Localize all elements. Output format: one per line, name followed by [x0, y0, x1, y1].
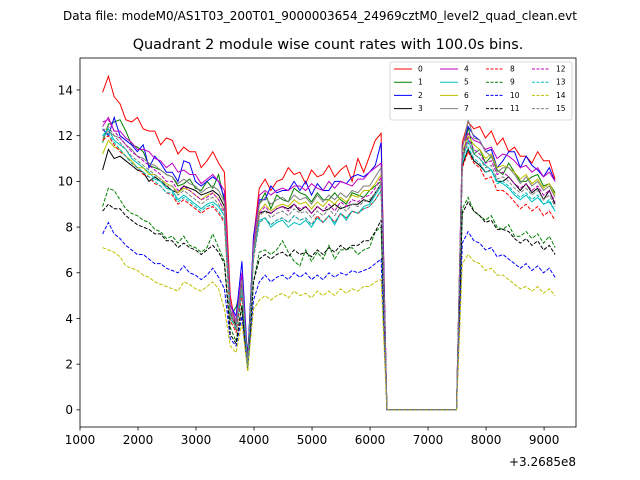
series-6-line [102, 134, 556, 411]
series-15-line [102, 125, 556, 411]
series-12-line [102, 119, 556, 411]
legend-label-13: 13 [556, 78, 566, 87]
legend-label-0: 0 [418, 65, 423, 74]
x-tick-label: 1000 [65, 433, 96, 447]
legend-label-7: 7 [464, 104, 469, 113]
x-tick-label: 8000 [471, 433, 502, 447]
legend-label-5: 5 [464, 78, 469, 87]
y-tick-label: 6 [65, 266, 73, 280]
x-axis-offset-label: +3.2685e8 [509, 455, 576, 469]
figure-suptitle: Data file: modeM0/AS1T03_200T01_90000036… [63, 9, 577, 23]
series-1-line [102, 119, 556, 411]
x-tick-label: 5000 [297, 433, 328, 447]
series-5-line [102, 127, 556, 411]
y-axis: 0 2 4 6 8 10 12 14 [58, 83, 80, 417]
x-tick-label: 2000 [123, 433, 154, 447]
x-tick-label: 9000 [529, 433, 560, 447]
legend-label-10: 10 [510, 91, 520, 100]
legend-label-12: 12 [556, 65, 566, 74]
y-tick-label: 2 [65, 357, 73, 371]
y-tick-label: 12 [58, 129, 73, 143]
legend-label-11: 11 [510, 104, 520, 113]
series-0-line [102, 74, 556, 411]
y-tick-label: 8 [65, 220, 73, 234]
x-tick-label: 3000 [181, 433, 212, 447]
x-tick-label: 4000 [239, 433, 270, 447]
legend-label-4: 4 [464, 65, 469, 74]
legend-label-9: 9 [510, 78, 515, 87]
series-4-line [102, 116, 556, 411]
legend-label-3: 3 [418, 104, 423, 113]
series-11-line [102, 200, 556, 411]
legend-label-6: 6 [464, 91, 469, 100]
legend-label-14: 14 [556, 91, 566, 100]
legend-frame [389, 61, 573, 121]
series-layer [102, 74, 556, 411]
x-axis: 1000 2000 3000 4000 5000 6000 7000 8000 9000 [65, 427, 560, 447]
series-3-line [102, 148, 556, 411]
series-14-line [102, 247, 556, 411]
x-tick-label: 7000 [413, 433, 444, 447]
series-13-line [102, 132, 556, 411]
series-7-line [102, 119, 556, 411]
y-tick-label: 4 [65, 312, 73, 326]
y-tick-label: 10 [58, 175, 73, 189]
chart-title: Quadrant 2 module wise count rates with … [133, 37, 524, 53]
series-9-line [102, 187, 556, 411]
legend-label-1: 1 [418, 78, 423, 87]
legend-label-15: 15 [556, 104, 566, 113]
y-tick-label: 14 [58, 83, 73, 97]
x-tick-label: 6000 [355, 433, 386, 447]
axes-frame [79, 57, 577, 428]
legend-label-8: 8 [510, 65, 515, 74]
series-10-line [102, 221, 556, 411]
legend-label-2: 2 [418, 91, 423, 100]
y-tick-label: 0 [65, 403, 73, 417]
